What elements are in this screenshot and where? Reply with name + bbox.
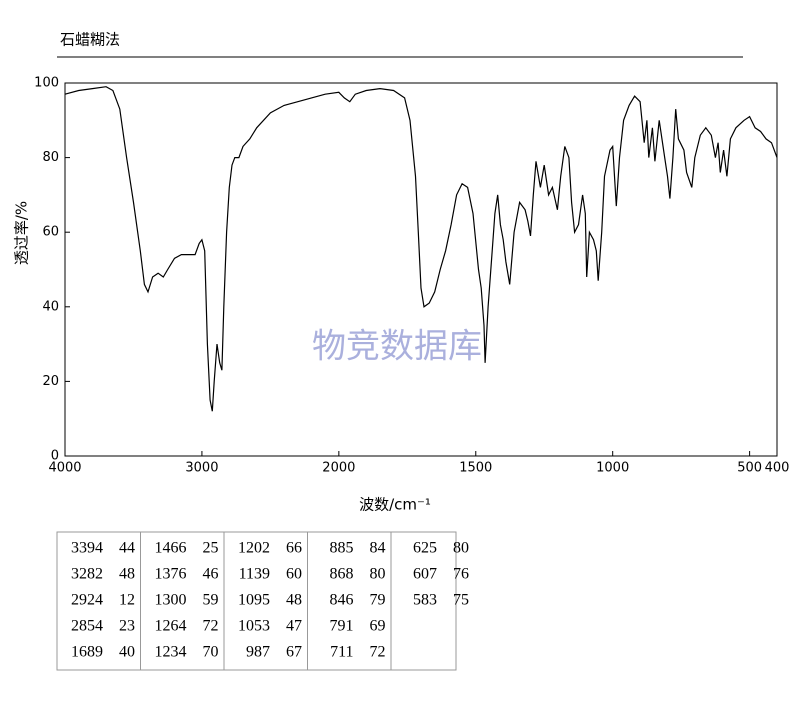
peak-wavenumber: 1466 (155, 540, 187, 557)
peak-transmittance: 47 (286, 618, 302, 635)
peak-transmittance: 72 (370, 644, 386, 661)
y-tick-label: 20 (42, 374, 59, 389)
peak-transmittance: 72 (203, 618, 219, 635)
peak-transmittance: 60 (286, 566, 302, 583)
y-tick-label: 100 (34, 76, 59, 91)
peak-wavenumber: 846 (330, 592, 354, 609)
peak-wavenumber: 1376 (155, 566, 187, 583)
peak-wavenumber: 885 (330, 540, 354, 557)
peak-transmittance: 44 (119, 540, 135, 557)
peak-transmittance: 67 (286, 644, 302, 661)
peak-wavenumber: 2854 (71, 618, 103, 635)
peak-transmittance: 84 (370, 540, 386, 557)
y-axis-label: 透过率/% (13, 201, 31, 265)
chart-title: 石蜡糊法 (60, 31, 120, 49)
x-tick-label: 500 (737, 461, 762, 476)
plot-frame (64, 82, 778, 457)
peak-wavenumber: 1139 (239, 566, 270, 583)
peak-wavenumber: 583 (413, 592, 437, 609)
peak-wavenumber: 2924 (71, 592, 103, 609)
peak-transmittance: 80 (370, 566, 386, 583)
y-tick-label: 60 (42, 225, 59, 240)
peak-wavenumber: 625 (413, 540, 437, 557)
x-tick-label: 400 (765, 461, 790, 476)
peak-transmittance: 23 (119, 618, 135, 635)
peak-transmittance: 80 (453, 540, 469, 557)
peak-wavenumber: 1202 (238, 540, 270, 557)
peak-transmittance: 66 (286, 540, 302, 557)
x-tick-label: 1000 (596, 461, 629, 476)
x-tick-label: 3000 (185, 461, 218, 476)
peak-transmittance: 40 (119, 644, 135, 661)
x-tick-label: 4000 (48, 461, 81, 476)
peak-wavenumber: 1095 (238, 592, 270, 609)
y-tick-label: 0 (51, 449, 59, 464)
x-axis-label: 波数/cm⁻¹ (359, 496, 431, 514)
peak-wavenumber: 987 (246, 644, 270, 661)
peak-wavenumber: 1689 (71, 644, 103, 661)
peak-transmittance: 48 (286, 592, 302, 609)
peak-transmittance: 79 (370, 592, 386, 609)
peak-transmittance: 69 (370, 618, 386, 635)
y-tick-label: 40 (42, 299, 59, 314)
x-tick-label: 1500 (459, 461, 492, 476)
peak-wavenumber: 1053 (238, 618, 270, 635)
peak-wavenumber: 1264 (155, 618, 187, 635)
x-tick-label: 2000 (322, 461, 355, 476)
peak-wavenumber: 3394 (71, 540, 103, 557)
spectrum-line (64, 86, 778, 412)
peak-wavenumber: 607 (413, 566, 437, 583)
peak-wavenumber: 3282 (71, 566, 103, 583)
watermark: 物竞数据库 (312, 327, 482, 367)
peak-transmittance: 48 (119, 566, 135, 583)
table-frame (56, 531, 457, 671)
y-tick-label: 80 (42, 150, 59, 165)
peak-transmittance: 12 (119, 592, 135, 609)
peak-wavenumber: 1300 (155, 592, 187, 609)
peak-wavenumber: 868 (330, 566, 354, 583)
peak-transmittance: 76 (453, 566, 469, 583)
peak-wavenumber: 1234 (155, 644, 187, 661)
peak-transmittance: 59 (203, 592, 219, 609)
peak-wavenumber: 711 (330, 644, 353, 661)
peak-transmittance: 75 (453, 592, 469, 609)
peak-transmittance: 46 (203, 566, 219, 583)
peak-transmittance: 25 (203, 540, 219, 557)
peak-transmittance: 70 (203, 644, 219, 661)
peak-wavenumber: 791 (330, 618, 354, 635)
